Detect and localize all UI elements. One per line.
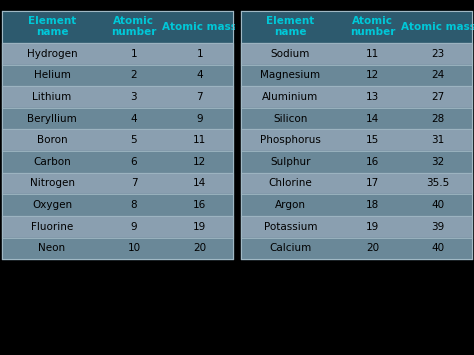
- Text: 31: 31: [431, 135, 445, 145]
- Text: Sulphur: Sulphur: [270, 157, 310, 167]
- Text: Atomic
number: Atomic number: [111, 16, 156, 37]
- Text: Beryllium: Beryllium: [27, 114, 77, 124]
- Text: Lithium: Lithium: [32, 92, 72, 102]
- Text: 28: 28: [431, 114, 445, 124]
- Text: 19: 19: [366, 222, 379, 232]
- Bar: [2, 43, 233, 65]
- Text: 9: 9: [131, 222, 137, 232]
- Text: Potassium: Potassium: [264, 222, 317, 232]
- Text: 4: 4: [196, 70, 203, 80]
- Bar: [2, 173, 233, 194]
- Bar: [2, 65, 233, 86]
- Text: Phosphorus: Phosphorus: [260, 135, 321, 145]
- Text: 27: 27: [431, 92, 445, 102]
- Text: Argon: Argon: [275, 200, 306, 210]
- Text: 15: 15: [366, 135, 379, 145]
- Text: Boron: Boron: [36, 135, 67, 145]
- Text: 7: 7: [196, 92, 203, 102]
- Text: 17: 17: [366, 179, 379, 189]
- Text: 9: 9: [196, 114, 203, 124]
- Text: 18: 18: [366, 200, 379, 210]
- Bar: [2, 130, 233, 151]
- Bar: [241, 43, 472, 65]
- Text: Calcium: Calcium: [269, 243, 311, 253]
- Text: 23: 23: [431, 49, 445, 59]
- Text: 1: 1: [131, 49, 137, 59]
- Text: 1: 1: [196, 49, 203, 59]
- Text: Atomic
number: Atomic number: [350, 16, 395, 37]
- Text: 10: 10: [128, 243, 140, 253]
- Text: 6: 6: [131, 157, 137, 167]
- Text: 14: 14: [193, 179, 206, 189]
- Text: Helium: Helium: [34, 70, 71, 80]
- Text: 35.5: 35.5: [427, 179, 450, 189]
- Text: 8: 8: [131, 200, 137, 210]
- Text: Nitrogen: Nitrogen: [29, 179, 74, 189]
- Bar: [2, 108, 233, 130]
- Text: 40: 40: [432, 200, 445, 210]
- Text: Oxygen: Oxygen: [32, 200, 72, 210]
- Bar: [241, 194, 472, 216]
- Bar: [2, 216, 233, 237]
- Text: Hydrogen: Hydrogen: [27, 49, 77, 59]
- Text: Carbon: Carbon: [33, 157, 71, 167]
- Text: 2: 2: [131, 70, 137, 80]
- Text: Neon: Neon: [38, 243, 65, 253]
- Text: 40: 40: [432, 243, 445, 253]
- Bar: [241, 108, 472, 130]
- Text: 24: 24: [431, 70, 445, 80]
- Bar: [241, 11, 472, 43]
- Bar: [241, 65, 472, 86]
- Bar: [241, 86, 472, 108]
- Bar: [241, 216, 472, 237]
- Text: 3: 3: [131, 92, 137, 102]
- Text: 11: 11: [366, 49, 379, 59]
- Text: Chlorine: Chlorine: [269, 179, 312, 189]
- Text: Fluorine: Fluorine: [31, 222, 73, 232]
- Bar: [2, 194, 233, 216]
- Text: 11: 11: [193, 135, 206, 145]
- Bar: [241, 130, 472, 151]
- Text: 14: 14: [366, 114, 379, 124]
- Text: 20: 20: [366, 243, 379, 253]
- Text: Element
name: Element name: [266, 16, 315, 37]
- Bar: [241, 237, 472, 259]
- Text: 13: 13: [366, 92, 379, 102]
- Text: 5: 5: [131, 135, 137, 145]
- Text: 16: 16: [193, 200, 206, 210]
- Text: 12: 12: [193, 157, 206, 167]
- Text: 20: 20: [193, 243, 206, 253]
- Text: Element
name: Element name: [28, 16, 76, 37]
- Bar: [2, 151, 233, 173]
- Text: 4: 4: [131, 114, 137, 124]
- Text: Magnesium: Magnesium: [260, 70, 320, 80]
- Bar: [241, 173, 472, 194]
- Text: Sodium: Sodium: [271, 49, 310, 59]
- Text: 39: 39: [431, 222, 445, 232]
- Text: Atomic mass: Atomic mass: [162, 22, 237, 32]
- Bar: [2, 237, 233, 259]
- Text: 12: 12: [366, 70, 379, 80]
- Text: 19: 19: [193, 222, 206, 232]
- Text: Silicon: Silicon: [273, 114, 308, 124]
- Text: 7: 7: [131, 179, 137, 189]
- Text: 16: 16: [366, 157, 379, 167]
- Text: Aluminium: Aluminium: [262, 92, 319, 102]
- Bar: [2, 86, 233, 108]
- Text: 32: 32: [431, 157, 445, 167]
- Bar: [2, 11, 233, 43]
- Bar: [241, 151, 472, 173]
- Text: Atomic mass: Atomic mass: [401, 22, 474, 32]
